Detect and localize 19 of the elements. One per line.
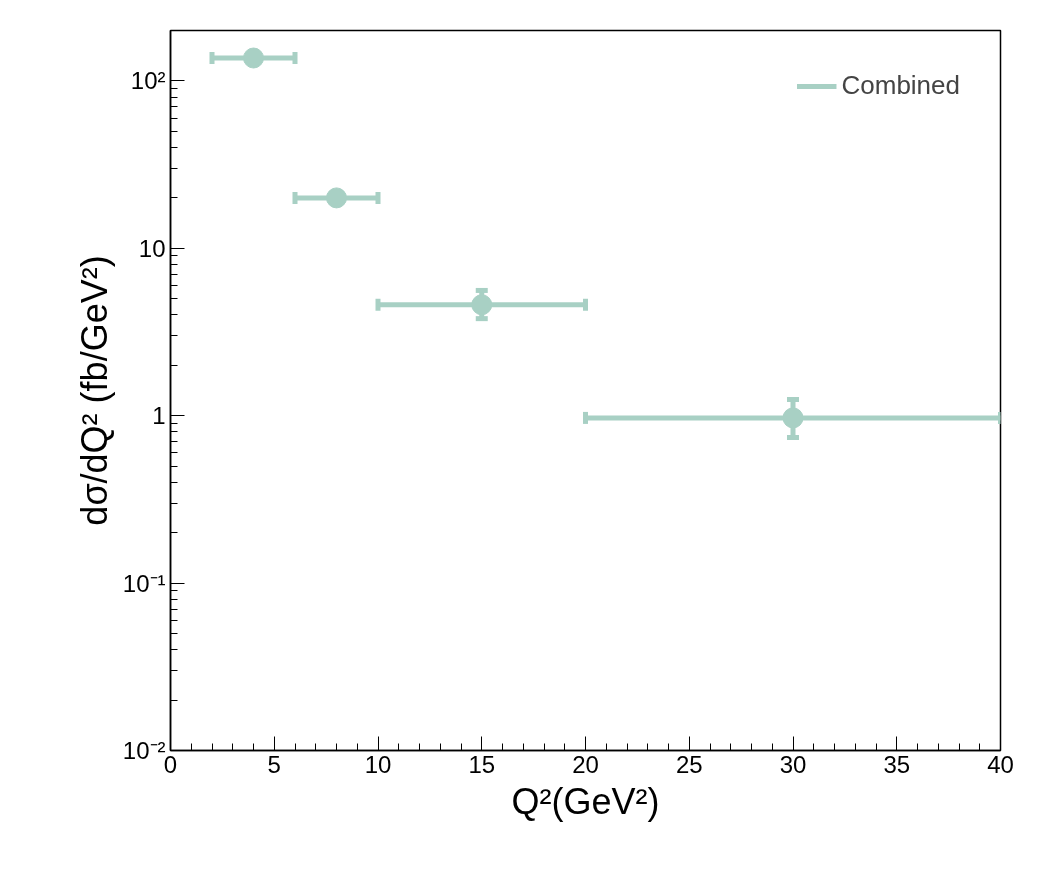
y-tick-label: 10 [138,234,166,262]
point [243,47,264,69]
point [326,187,347,209]
legend-label: Combined [841,70,960,101]
y-tick-label: 10² [130,67,166,95]
x-tick-label: 35 [883,750,911,778]
y-tick-label: 1 [152,402,166,430]
y-tick-label: 10⁻¹ [122,569,166,597]
x-tick-label: 20 [572,750,599,778]
point [782,407,804,429]
y-axis-title: dσ/dQ² (fb/GeV²) [73,255,115,526]
x-tick-label: 40 [987,750,1014,778]
x-tick-label: 15 [468,750,496,778]
x-tick-label: 30 [779,750,807,778]
x-axis-title: Q²(GeV²) [511,780,660,822]
point [471,294,493,316]
x-tick-label: 10 [364,750,392,778]
x-tick-label: 25 [675,750,703,778]
x-tick-label: 5 [267,750,281,778]
